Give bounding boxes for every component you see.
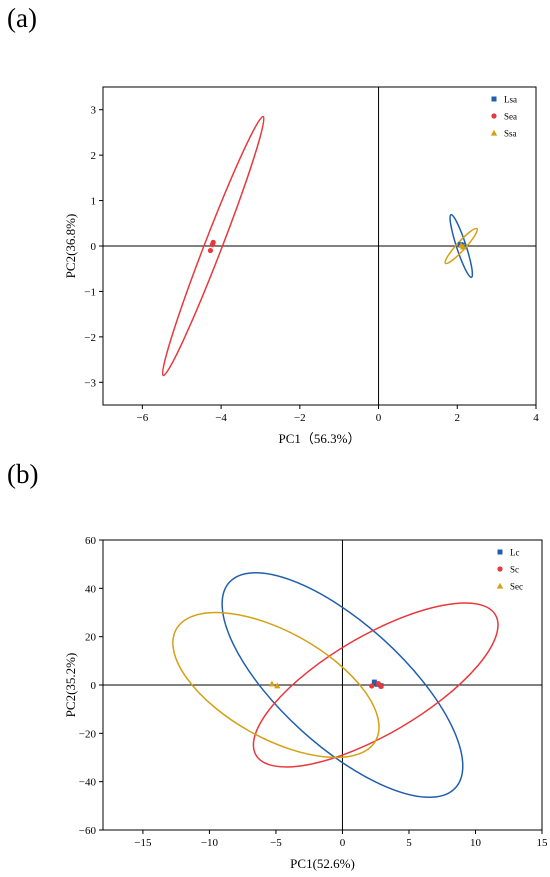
- data-point-sec: [268, 680, 276, 687]
- legend-marker-sec: [496, 582, 504, 589]
- panel-a-label: (a): [7, 3, 37, 33]
- x-tick-label: 2: [455, 412, 461, 424]
- legend-label-sea: Sea: [504, 112, 517, 122]
- x-tick-label: 0: [376, 412, 382, 424]
- y-tick-label: −40: [79, 777, 97, 789]
- legend-marker-sea: [491, 113, 497, 119]
- x-tick-label: −6: [137, 412, 149, 424]
- y-tick-label: 60: [85, 535, 97, 547]
- y-tick-label: 40: [85, 583, 97, 595]
- x-tick-label: −4: [215, 412, 227, 424]
- confidence-ellipse-sec: [172, 611, 380, 759]
- confidence-ellipse-lsa: [449, 213, 474, 279]
- confidence-ellipse-sc: [252, 602, 499, 768]
- y-tick-label: 3: [91, 105, 97, 117]
- x-tick-label: −2: [294, 412, 306, 424]
- data-point-ssa: [459, 243, 467, 250]
- y-tick-label: −2: [84, 332, 96, 344]
- legend-label-lsa: Lsa: [504, 95, 517, 105]
- x-axis-label: PC1（56.3%）: [279, 431, 361, 446]
- x-tick-label: −15: [134, 837, 152, 849]
- x-tick-label: −5: [270, 837, 282, 849]
- x-tick-label: 4: [533, 412, 539, 424]
- x-tick-label: 5: [406, 837, 412, 849]
- data-point-sc: [369, 683, 375, 689]
- y-tick-label: 1: [91, 196, 97, 208]
- x-tick-label: 10: [470, 837, 482, 849]
- y-tick-label: −1: [84, 286, 96, 298]
- pca-chart-b: −15 −10 −5 0 5 10 15 −60 −40 −20 0 20 40 60 PC1(52.6%)…: [63, 535, 549, 871]
- legend-label-sc: Sc: [510, 565, 519, 575]
- data-point-sc: [378, 683, 384, 690]
- data-point-sec: [274, 682, 281, 689]
- data-point-sea: [207, 247, 214, 254]
- x-axis-label: PC1(52.6%): [290, 856, 355, 871]
- data-point-sea: [209, 242, 216, 248]
- legend-marker-sc: [497, 566, 503, 572]
- y-tick-label: 20: [85, 632, 97, 644]
- y-tick-label: −3: [84, 377, 96, 389]
- confidence-ellipse-lc: [221, 571, 464, 799]
- legend-marker-lc: [497, 549, 503, 555]
- y-axis-label: PC2(36.8%): [63, 214, 78, 279]
- x-tick-label: −10: [201, 837, 219, 849]
- legend-label-lc: Lc: [510, 548, 520, 558]
- pca-chart-a: −6 −4 −2 0 2 4 −3 −2 −1 0 1 2 3 PC1（56.3%） PC2(36.8%) L…: [63, 86, 539, 446]
- data-point-lc: [371, 679, 377, 685]
- y-axis-label: PC2(35.2%): [63, 653, 78, 718]
- panel-b-label: (b): [7, 459, 39, 489]
- y-tick-label: −20: [79, 728, 97, 740]
- y-tick-label: 2: [91, 150, 97, 162]
- legend-marker-ssa: [490, 129, 498, 136]
- legend-marker-lsa: [491, 96, 497, 102]
- y-tick-label: −60: [79, 825, 97, 837]
- y-tick-label: 0: [91, 680, 97, 692]
- x-tick-label: 0: [340, 837, 346, 849]
- confidence-ellipse-sea: [161, 115, 265, 377]
- legend-label-ssa: Ssa: [504, 129, 517, 139]
- y-tick-label: 0: [91, 241, 97, 253]
- legend-label-sec: Sec: [510, 582, 523, 592]
- x-tick-label: 15: [537, 837, 549, 849]
